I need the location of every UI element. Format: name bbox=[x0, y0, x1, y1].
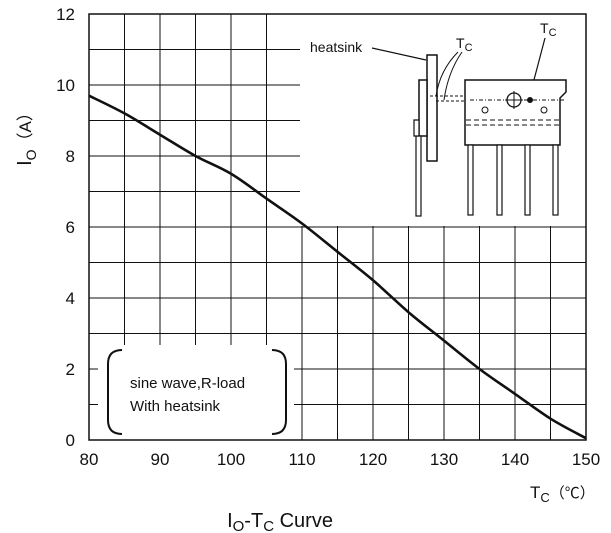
package-body-front bbox=[464, 79, 567, 146]
x-tick-label: 110 bbox=[288, 450, 315, 469]
x-tick-label: 120 bbox=[359, 450, 387, 469]
x-tick-label: 100 bbox=[217, 450, 245, 469]
plot-frame bbox=[88, 13, 587, 441]
x-tick-label: 150 bbox=[572, 450, 600, 469]
heatsink-plate bbox=[426, 54, 438, 162]
heatsink-leader bbox=[371, 47, 427, 61]
tc-side-leader bbox=[435, 51, 459, 97]
condition-annotation: sine wave,R-load With heatsink bbox=[98, 345, 294, 440]
x-tick-label: 90 bbox=[151, 450, 170, 469]
lead-1 bbox=[467, 144, 474, 216]
y-tick-label: 2 bbox=[66, 360, 75, 379]
x-tick-label: 80 bbox=[80, 450, 99, 469]
package-body-side bbox=[418, 79, 428, 137]
condition-line-2: With heatsink bbox=[130, 398, 221, 415]
lead-3 bbox=[524, 144, 531, 216]
tc-label-front: TC bbox=[540, 20, 557, 39]
y-tick-label: 4 bbox=[66, 289, 75, 308]
right-bracket bbox=[271, 349, 287, 435]
tc-measure-point bbox=[527, 97, 533, 103]
y-tick-label: 12 bbox=[56, 5, 75, 24]
package-inset: heatsink TC TC bbox=[300, 14, 586, 226]
y-tick-label: 8 bbox=[66, 147, 75, 166]
tc-label-side: TC bbox=[456, 35, 473, 54]
lead-4 bbox=[552, 144, 559, 216]
chart-title: IO-TC Curve bbox=[227, 510, 333, 533]
x-axis-label: TC（℃） bbox=[530, 483, 595, 505]
tick-labels: 80 90 100 110 120 130 140 150 0 2 4 6 8 10 12 bbox=[56, 5, 600, 469]
heatsink-label: heatsink bbox=[310, 39, 363, 55]
condition-line-1: sine wave,R-load bbox=[130, 375, 245, 392]
left-bracket bbox=[107, 349, 123, 435]
io-curve-series bbox=[88, 94, 587, 440]
y-tick-label: 6 bbox=[66, 218, 75, 237]
x-tick-label: 130 bbox=[430, 450, 458, 469]
x-tick-label: 140 bbox=[501, 450, 529, 469]
lead-2 bbox=[496, 144, 503, 216]
y-tick-label: 10 bbox=[56, 76, 75, 95]
y-tick-label: 0 bbox=[66, 431, 75, 450]
lead-side bbox=[415, 135, 422, 217]
y-axis-label: IO（A） bbox=[14, 104, 39, 166]
